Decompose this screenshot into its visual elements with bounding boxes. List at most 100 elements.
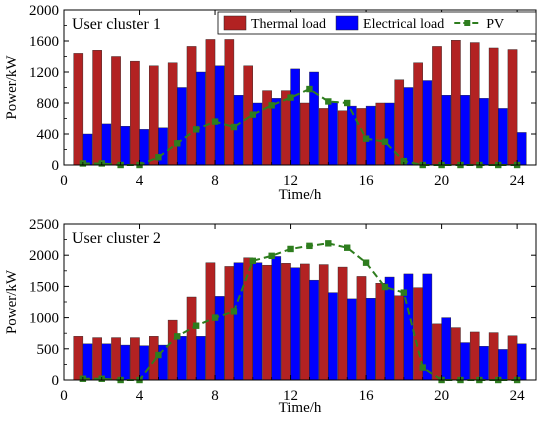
x-tick-label: 16	[359, 388, 375, 404]
pv-point-9	[230, 123, 238, 131]
bar-thermal-load-14	[318, 108, 329, 166]
bar-electrical-load-4	[139, 129, 149, 166]
x-tick-label: 24	[510, 173, 526, 189]
x-tick-label: 4	[136, 388, 144, 404]
bar-electrical-load-22	[479, 346, 489, 381]
bar-thermal-load-14	[318, 264, 329, 381]
pv-point-12	[287, 94, 294, 101]
pv-point-16	[362, 259, 370, 266]
pv-line	[82, 242, 518, 381]
bar-electrical-load-15	[347, 105, 357, 166]
bar-thermal-load-22	[469, 331, 480, 381]
x-axis-label: Time/h	[279, 187, 322, 203]
bar-thermal-load-12	[281, 90, 291, 166]
x-tick-label: 4	[136, 173, 144, 189]
bar-thermal-load-4	[130, 337, 140, 381]
bar-electrical-load-14	[328, 292, 338, 381]
pv-point-18	[400, 289, 408, 296]
bar-thermal-load-21	[451, 40, 461, 166]
bar-thermal-load-13	[300, 102, 310, 166]
bar-thermal-load-3	[111, 337, 121, 381]
bar-electrical-load-1	[82, 343, 93, 381]
x-tick-label: 12	[283, 173, 298, 189]
bar-thermal-load-9	[224, 39, 235, 166]
legend-label-thermal-load: Thermal load	[251, 17, 326, 32]
bar-thermal-load-23	[488, 47, 499, 166]
bar-electrical-load-19	[422, 80, 433, 166]
x-tick-label: 0	[60, 173, 68, 189]
bar-thermal-load-2	[92, 50, 102, 166]
bar-thermal-load-1	[73, 53, 84, 166]
bar-electrical-load-11	[271, 256, 282, 381]
pv-point-13	[306, 242, 313, 250]
x-tick-label: 24	[510, 388, 526, 404]
legend-swatch-thermal-load	[223, 15, 247, 31]
panel-title: User cluster 2	[72, 230, 161, 247]
bar-thermal-load-19	[413, 62, 423, 166]
pv-point-17	[381, 138, 389, 145]
pv-point-8	[211, 118, 219, 125]
legend-label-pv: PV	[486, 17, 504, 32]
pv-point-14	[325, 98, 332, 105]
x-tick-label: 20	[434, 388, 449, 404]
bar-thermal-load-4	[130, 60, 140, 166]
x-tick-label: 8	[211, 388, 219, 404]
bar-thermal-load-11	[262, 264, 272, 381]
x-tick-label: 0	[60, 388, 68, 404]
bar-thermal-load-20	[432, 46, 442, 166]
y-axis-label: Power/kW	[4, 269, 20, 334]
bar-thermal-load-13	[300, 263, 310, 381]
pv-point-18	[400, 157, 408, 165]
bar-thermal-load-9	[224, 266, 235, 381]
bar-electrical-load-2	[101, 123, 112, 166]
bar-electrical-load-14	[328, 101, 338, 166]
legend-box	[217, 11, 537, 35]
bar-electrical-load-2	[101, 343, 112, 381]
bar-thermal-load-21	[451, 327, 461, 381]
y-tick-label: 2500	[29, 217, 59, 233]
bar-thermal-load-18	[394, 295, 405, 381]
bar-thermal-load-7	[186, 296, 197, 381]
bar-thermal-load-10	[243, 257, 254, 381]
y-tick-label: 2000	[29, 248, 59, 264]
pv-point-15	[344, 244, 351, 251]
bar-thermal-load-7	[186, 46, 197, 166]
bar-electrical-load-4	[139, 345, 149, 381]
y-tick-label: 0	[52, 373, 60, 389]
bar-thermal-load-20	[432, 323, 442, 381]
bar-thermal-load-6	[167, 319, 178, 381]
chart-panel-2: 0 4 8 12 16 20 24 0 500 1000 1500 2000 2500 Time/h Pow…	[4, 217, 537, 416]
pv-point-13	[306, 85, 313, 93]
pv-point-9	[230, 308, 238, 315]
bar-electrical-load-15	[347, 298, 357, 381]
bar-electrical-load-24	[516, 343, 527, 381]
bar-thermal-load-11	[262, 90, 272, 166]
y-tick-label: 500	[37, 342, 60, 358]
bar-thermal-load-5	[148, 65, 159, 166]
bar-electrical-load-21	[460, 342, 470, 381]
pv-point-15	[344, 99, 351, 107]
y-tick-label: 800	[37, 96, 60, 112]
pv-point-19	[419, 364, 426, 371]
pv-point-7	[192, 322, 200, 329]
bar-electrical-load-10	[252, 262, 263, 381]
pv-point-10	[249, 257, 256, 265]
bar-electrical-load-18	[403, 87, 414, 166]
bar-electrical-load-7	[195, 71, 206, 166]
pv-point-11	[268, 252, 275, 260]
x-axis-label: Time/h	[279, 400, 322, 416]
pv-point-11	[268, 102, 275, 109]
legend-label-electrical-load: Electrical load	[363, 17, 444, 32]
bar-electrical-load-20	[441, 317, 452, 381]
pv-point-8	[211, 314, 219, 321]
bar-electrical-load-6	[177, 336, 187, 381]
bar-electrical-load-6	[177, 87, 187, 166]
bar-thermal-load-17	[375, 283, 386, 381]
bar-electrical-load-23	[498, 349, 508, 381]
bar-thermal-load-3	[111, 56, 121, 166]
bar-electrical-load-17	[384, 102, 395, 166]
bar-thermal-load-2	[92, 337, 102, 381]
pv-point-17	[381, 283, 389, 291]
pv-point-14	[325, 240, 332, 247]
pv-point-5	[155, 154, 162, 161]
